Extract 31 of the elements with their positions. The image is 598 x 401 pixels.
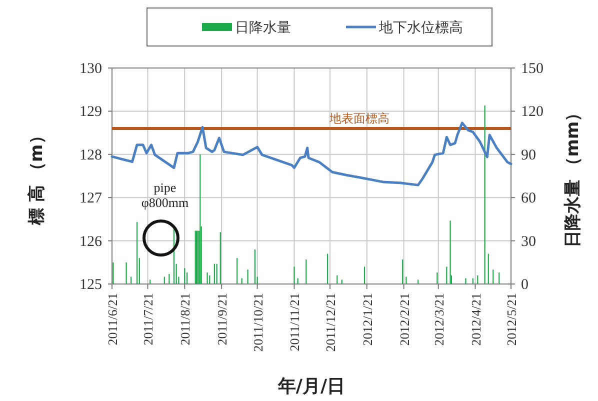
x-tick-label: 2011/6/21 — [105, 293, 120, 346]
y2-tick-label: 60 — [521, 190, 536, 207]
x-tick-label: 2012/2/21 — [396, 293, 412, 346]
y-tick-label: 125 — [80, 277, 102, 293]
y-tick-label: 128 — [80, 147, 102, 164]
y-tick-label: 129 — [80, 104, 102, 120]
y2-tick-label: 90 — [521, 147, 536, 164]
y-axis-title: 標 高 （m） — [27, 127, 47, 226]
legend-label: 日降水量 — [235, 20, 291, 36]
x-tick-label: 2011/7/21 — [140, 293, 156, 346]
y2-tick-label: 0 — [521, 277, 528, 293]
x-tick-label: 2011/11/21 — [287, 293, 302, 352]
ref-line-label: 地表面標高 — [328, 111, 390, 126]
x-tick-label: 2012/5/21 — [504, 293, 519, 346]
x-tick-label: 2011/12/21 — [322, 293, 338, 352]
x-tick-label: 2012/1/21 — [360, 293, 375, 346]
x-tick-label: 2012/3/21 — [431, 293, 446, 346]
y-tick-label: 126 — [80, 234, 102, 250]
y2-tick-label: 150 — [521, 61, 544, 77]
x-axis-title: 年/月/日 — [276, 376, 346, 397]
x-tick-label: 2011/9/21 — [214, 293, 230, 346]
legend-label: 地下水位標高 — [378, 20, 463, 36]
annotation: pipe φ800mm — [141, 180, 189, 210]
x-tick-label: 2012/4/21 — [468, 293, 484, 346]
x-tick-label: 2011/10/21 — [250, 293, 266, 352]
y2-tick-label: 30 — [521, 234, 536, 250]
y-tick-label: 127 — [80, 190, 102, 207]
y2-tick-label: 120 — [521, 104, 544, 120]
y-tick-label: 130 — [80, 61, 102, 77]
x-tick-label: 2011/8/21 — [178, 293, 193, 346]
y2-axis-title: 日降水量 （mm） — [563, 104, 583, 248]
